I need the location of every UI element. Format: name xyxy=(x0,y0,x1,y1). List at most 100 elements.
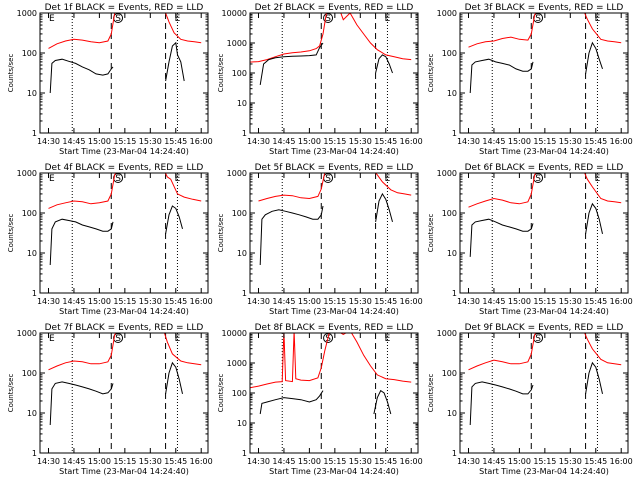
x-tick-label: 15:00 xyxy=(88,457,111,466)
marker-label: E xyxy=(385,14,391,24)
x-tick-label: 16:00 xyxy=(190,297,213,306)
marker-label: E xyxy=(175,174,181,184)
panel-title: Det 2f BLACK = Events, RED = LLD xyxy=(255,3,414,13)
y-tick-label: 100 xyxy=(442,369,457,378)
y-tick-label: 10 xyxy=(237,249,247,258)
y-tick-label: 1000 xyxy=(437,9,457,18)
y-axis-title: Counts/sec xyxy=(7,374,15,413)
y-axis-title: Counts/sec xyxy=(7,54,15,93)
marker-label: E xyxy=(175,334,181,344)
y-tick-label: 1 xyxy=(242,449,247,458)
marker-label: E xyxy=(595,334,601,344)
marker-label: E xyxy=(385,174,391,184)
y-tick-label: 100 xyxy=(22,209,37,218)
y-axis-title: Counts/sec xyxy=(427,54,435,93)
events-series-line xyxy=(469,218,534,257)
x-tick-label: 15:15 xyxy=(533,297,556,306)
x-tick-label: 16:00 xyxy=(610,457,633,466)
events-series-line xyxy=(165,361,183,395)
series-group xyxy=(468,173,622,257)
x-tick-label: 15:45 xyxy=(374,297,397,306)
events-series-line xyxy=(585,361,603,395)
series-group xyxy=(250,13,412,85)
y-axis-title: Counts/sec xyxy=(217,214,225,253)
x-tick-label: 16:00 xyxy=(610,297,633,306)
marker-label: E xyxy=(385,334,391,344)
y-tick-label: 1000 xyxy=(437,169,457,178)
y-tick-label: 1000 xyxy=(437,329,457,338)
x-tick-label: 16:00 xyxy=(400,297,423,306)
x-tick-label: 15:15 xyxy=(533,137,556,146)
marker-label: E xyxy=(49,334,55,344)
x-tick-label: 14:45 xyxy=(272,137,295,146)
marker-label: S xyxy=(115,14,121,24)
events-series-line xyxy=(49,218,114,266)
x-tick-label: 14:30 xyxy=(457,457,480,466)
y-tick-label: 10000 xyxy=(222,9,247,18)
marker-label: S xyxy=(535,174,541,184)
y-tick-label: 100 xyxy=(442,209,457,218)
events-series-line xyxy=(375,54,393,74)
y-tick-label: 100 xyxy=(232,209,247,218)
y-tick-label: 100 xyxy=(22,369,37,378)
x-tick-label: 15:15 xyxy=(113,297,136,306)
series-group xyxy=(468,13,622,94)
x-tick-label: 14:45 xyxy=(482,457,505,466)
y-tick-label: 10000 xyxy=(222,329,247,338)
plot-frame xyxy=(249,332,419,454)
x-axis-title: Start Time (23-Mar-04 14:24:40) xyxy=(479,147,609,156)
x-tick-label: 15:30 xyxy=(559,457,582,466)
y-tick-label: 100 xyxy=(442,49,457,58)
y-axis-title: Counts/sec xyxy=(217,54,225,93)
marker-label: E xyxy=(595,174,601,184)
x-tick-label: 16:00 xyxy=(400,457,423,466)
marker-label: S xyxy=(535,334,541,344)
y-axis-title: Counts/sec xyxy=(7,214,15,253)
x-tick-label: 15:30 xyxy=(349,137,372,146)
events-series-line xyxy=(49,381,114,426)
x-axis-title: Start Time (23-Mar-04 14:24:40) xyxy=(479,467,609,476)
y-tick-label: 1 xyxy=(32,449,37,458)
lld-series-line xyxy=(48,333,202,371)
x-tick-label: 15:30 xyxy=(559,137,582,146)
marker-label: E xyxy=(49,14,55,24)
x-tick-label: 15:00 xyxy=(508,457,531,466)
x-tick-label: 15:30 xyxy=(139,297,162,306)
y-tick-label: 1 xyxy=(242,129,247,138)
x-tick-label: 15:00 xyxy=(508,137,531,146)
series-group xyxy=(258,173,412,266)
x-tick-label: 15:30 xyxy=(349,457,372,466)
y-tick-label: 1000 xyxy=(17,329,37,338)
events-series-line xyxy=(375,192,393,223)
x-tick-label: 15:15 xyxy=(323,457,346,466)
x-tick-label: 14:45 xyxy=(272,297,295,306)
y-tick-label: 1 xyxy=(32,129,37,138)
panel-title: Det 4f BLACK = Events, RED = LLD xyxy=(45,163,204,173)
y-tick-label: 10 xyxy=(27,409,37,418)
panel-title: Det 6f BLACK = Events, RED = LLD xyxy=(465,163,624,173)
marker-label: S xyxy=(325,174,331,184)
x-tick-label: 15:45 xyxy=(164,297,187,306)
panel-title: Det 7f BLACK = Events, RED = LLD xyxy=(45,323,204,333)
lld-series-line xyxy=(468,173,622,208)
events-series-line xyxy=(585,202,603,235)
x-tick-label: 15:00 xyxy=(298,297,321,306)
y-tick-label: 1000 xyxy=(17,169,37,178)
events-series-line xyxy=(585,41,603,74)
x-tick-label: 15:45 xyxy=(584,457,607,466)
y-tick-label: 10 xyxy=(27,89,37,98)
y-tick-label: 100 xyxy=(232,389,247,398)
lld-series-line xyxy=(468,333,622,371)
x-tick-label: 15:15 xyxy=(113,457,136,466)
y-tick-label: 10 xyxy=(447,249,457,258)
x-tick-label: 16:00 xyxy=(610,137,633,146)
y-tick-label: 10 xyxy=(447,409,457,418)
x-tick-label: 14:30 xyxy=(247,297,270,306)
lld-series-line xyxy=(48,13,202,49)
panel-title: Det 8f BLACK = Events, RED = LLD xyxy=(255,323,414,333)
plot-frame xyxy=(459,12,629,134)
